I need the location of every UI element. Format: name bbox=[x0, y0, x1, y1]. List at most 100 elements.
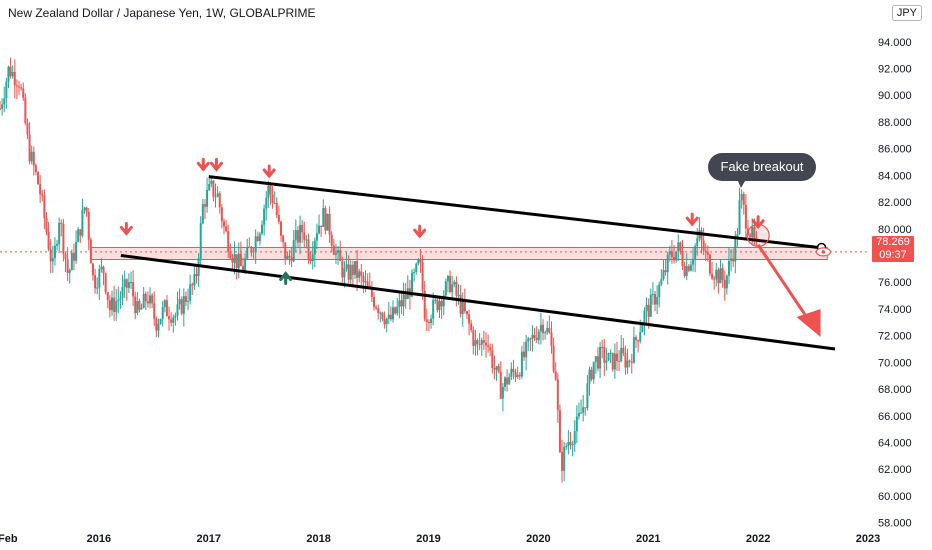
candle-body bbox=[75, 241, 78, 261]
candle-body bbox=[480, 340, 483, 345]
candle-body bbox=[132, 281, 135, 297]
down-arrow-marker bbox=[209, 157, 223, 172]
candle-body bbox=[229, 251, 232, 259]
candle-body bbox=[696, 238, 699, 247]
candle-body bbox=[474, 340, 477, 346]
candle-body bbox=[372, 296, 375, 308]
candle-body bbox=[195, 274, 198, 277]
candle-body bbox=[683, 266, 686, 277]
candle-body bbox=[353, 261, 356, 275]
candle-body bbox=[389, 314, 392, 320]
candle-body bbox=[440, 301, 443, 307]
candle-body bbox=[271, 194, 274, 203]
candle-body bbox=[197, 258, 200, 277]
candle-body bbox=[569, 441, 572, 445]
candle-body bbox=[580, 412, 583, 414]
candle-body bbox=[571, 444, 574, 446]
y-tick-label: 70.000 bbox=[878, 357, 912, 369]
down-arrow-marker bbox=[196, 157, 210, 172]
candle-body bbox=[446, 275, 449, 282]
x-tick-label: 2023 bbox=[856, 533, 880, 545]
candle-body bbox=[47, 231, 50, 250]
candle-body bbox=[404, 294, 407, 300]
candle-body bbox=[727, 260, 730, 276]
candle-body bbox=[83, 207, 86, 211]
candle-body bbox=[28, 134, 31, 162]
candle-body bbox=[318, 225, 321, 234]
candle-body bbox=[362, 275, 365, 283]
candle-body bbox=[303, 232, 306, 240]
candle-body bbox=[520, 351, 523, 377]
candle-body bbox=[708, 254, 711, 274]
candle-body bbox=[694, 246, 697, 260]
candle-body bbox=[332, 245, 335, 255]
candle-body bbox=[337, 250, 340, 254]
y-tick-label: 74.000 bbox=[878, 304, 912, 316]
candle-body bbox=[717, 269, 720, 284]
candle-body bbox=[628, 360, 631, 362]
candle-body bbox=[398, 300, 401, 307]
candle-body bbox=[711, 273, 714, 279]
candle-body bbox=[523, 351, 526, 358]
candle-body bbox=[478, 343, 481, 345]
candle-body bbox=[438, 301, 441, 311]
candle-body bbox=[514, 372, 517, 378]
candle-body bbox=[601, 346, 604, 348]
candle-body bbox=[280, 221, 283, 236]
candle-body bbox=[72, 252, 75, 261]
candle-body bbox=[556, 379, 559, 411]
candle-body bbox=[349, 264, 352, 280]
candle-body bbox=[324, 208, 327, 231]
candle-body bbox=[30, 151, 33, 162]
candle-body bbox=[178, 299, 181, 305]
candle-body bbox=[558, 410, 561, 453]
candle-body bbox=[495, 366, 498, 370]
candle-body bbox=[96, 287, 99, 289]
x-tick-label: Feb bbox=[0, 533, 18, 545]
candle-body bbox=[662, 270, 665, 279]
eye-icon-pupil bbox=[821, 250, 826, 254]
candle-body bbox=[146, 301, 149, 304]
y-tick-label: 58.000 bbox=[878, 518, 912, 530]
candle-body bbox=[91, 263, 94, 276]
candle-body bbox=[269, 185, 272, 195]
candle-body bbox=[613, 353, 616, 370]
candle-body bbox=[609, 352, 612, 354]
candle-body bbox=[681, 251, 684, 267]
y-tick-label: 62.000 bbox=[878, 464, 912, 476]
candle-body bbox=[641, 324, 644, 333]
candle-body bbox=[370, 286, 373, 297]
candle-body bbox=[206, 190, 209, 207]
candle-body bbox=[586, 383, 589, 409]
candle-body bbox=[377, 308, 380, 314]
y-tick-label: 64.000 bbox=[878, 437, 912, 449]
candle-body bbox=[725, 275, 728, 289]
candle-body bbox=[675, 251, 678, 261]
candle-body bbox=[159, 318, 162, 324]
candle-body bbox=[1, 104, 4, 109]
bar-countdown: 09:37 bbox=[879, 249, 907, 261]
candle-body bbox=[322, 208, 325, 228]
candle-body bbox=[738, 200, 741, 235]
candle-body bbox=[472, 330, 475, 346]
candle-body bbox=[199, 223, 202, 259]
candle-body bbox=[664, 270, 667, 273]
candle-body bbox=[734, 238, 737, 262]
currency-selector[interactable]: JPY bbox=[891, 5, 922, 21]
candle-body bbox=[487, 345, 490, 348]
candle-body bbox=[356, 261, 359, 278]
candle-body bbox=[43, 195, 46, 219]
candle-body bbox=[7, 66, 10, 82]
candle-body bbox=[267, 185, 270, 199]
candle-body bbox=[417, 259, 420, 264]
candle-body bbox=[214, 196, 217, 198]
y-tick-label: 80.000 bbox=[878, 224, 912, 236]
candle-body bbox=[89, 239, 92, 264]
candle-body bbox=[233, 254, 236, 263]
candle-body bbox=[575, 416, 578, 432]
candle-body bbox=[252, 251, 255, 253]
candle-body bbox=[110, 297, 113, 311]
x-tick-label: 2018 bbox=[306, 533, 330, 545]
candle-body bbox=[212, 180, 215, 197]
